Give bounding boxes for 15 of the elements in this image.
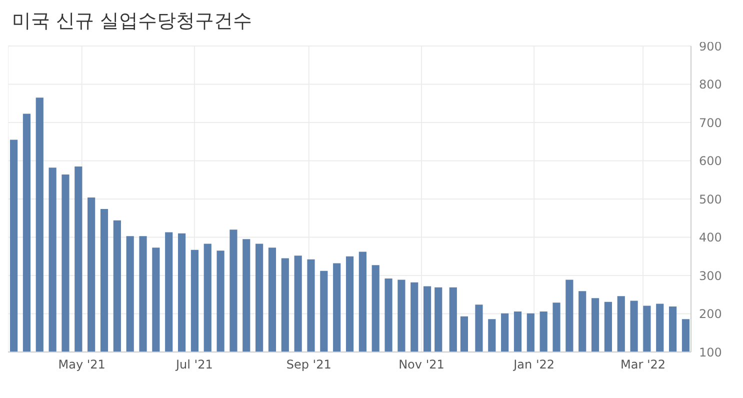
x-tick-label: May '21 xyxy=(58,358,106,372)
y-tick-label: 200 xyxy=(699,307,722,322)
y-tick-label: 400 xyxy=(699,230,722,245)
x-tick-label: Jul '21 xyxy=(175,358,213,372)
y-tick-label: 500 xyxy=(699,192,722,206)
x-tick-label: Jan '22 xyxy=(512,358,555,372)
y-tick-label: 300 xyxy=(699,268,722,283)
y-tick-label: 600 xyxy=(699,154,722,168)
x-tick-label: Sep '21 xyxy=(286,358,332,372)
x-tick-label: Mar '22 xyxy=(620,358,666,372)
y-tick-label: 800 xyxy=(699,78,722,92)
chart-title: 미국 신규 실업수당청구건수 xyxy=(12,10,252,32)
y-tick-label: 700 xyxy=(699,116,722,130)
x-tick-label: Nov '21 xyxy=(398,358,444,372)
y-tick-label: 100 xyxy=(699,345,722,360)
